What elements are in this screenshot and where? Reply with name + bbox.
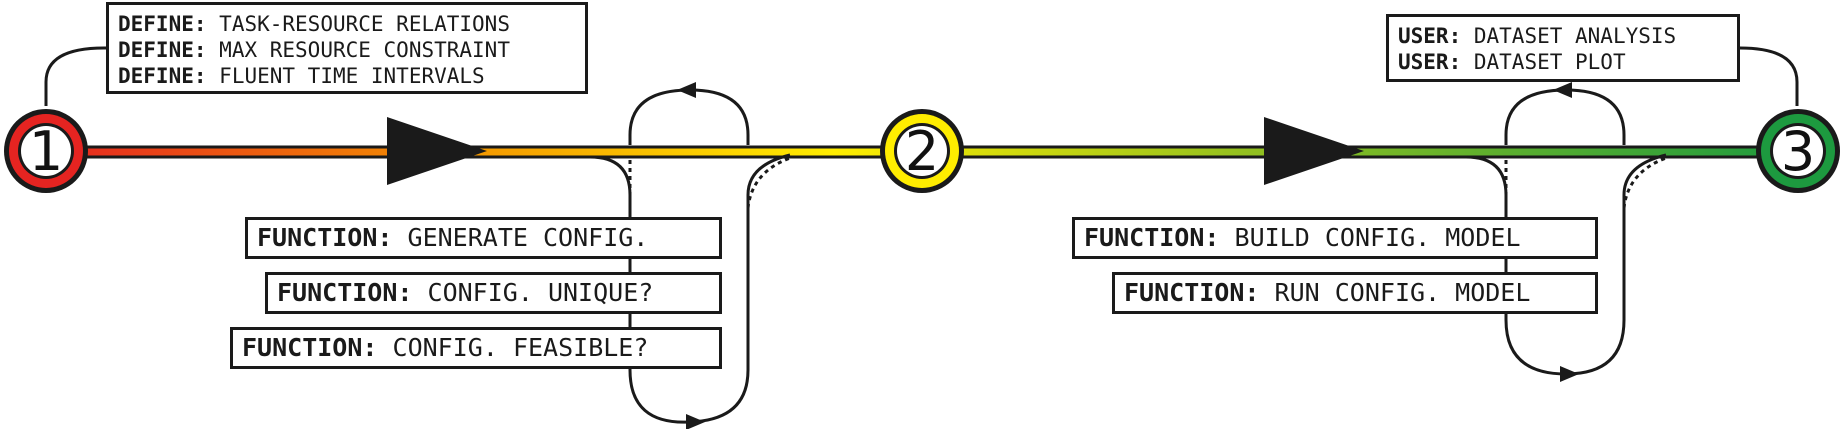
node-2-center: [897, 126, 947, 176]
define-line: DEFINE: TASK-RESOURCE RELATIONS: [118, 11, 576, 37]
loop-arrow-bottom-1: [686, 414, 705, 429]
connector-user: [1728, 46, 1799, 106]
define-text: TASK-RESOURCE RELATIONS: [219, 12, 510, 36]
user-box: USER: DATASET ANALYSIS USER: DATASET PLO…: [1386, 14, 1740, 82]
function-text: CONFIG. FEASIBLE?: [392, 333, 649, 362]
function-box: FUNCTION: CONFIG. FEASIBLE?: [230, 327, 722, 369]
function-box: FUNCTION: RUN CONFIG. MODEL: [1112, 272, 1598, 314]
user-keyword: USER:: [1398, 50, 1462, 74]
loop-arrow-top-2: [1553, 82, 1572, 98]
define-line: DEFINE: FLUENT TIME INTERVALS: [118, 63, 576, 89]
define-box: DEFINE: TASK-RESOURCE RELATIONS DEFINE: …: [106, 2, 588, 94]
function-box: FUNCTION: BUILD CONFIG. MODEL: [1072, 217, 1598, 259]
milestone-node-2: 2: [880, 109, 964, 193]
function-box: FUNCTION: GENERATE CONFIG.: [245, 217, 722, 259]
function-keyword: FUNCTION:: [277, 278, 413, 307]
user-keyword: USER:: [1398, 24, 1462, 48]
function-box: FUNCTION: CONFIG. UNIQUE?: [265, 272, 722, 314]
define-keyword: DEFINE:: [118, 64, 207, 88]
function-text: CONFIG. UNIQUE?: [427, 278, 654, 307]
direction-arrow-2: [1264, 117, 1364, 185]
node-3-label: 3: [1781, 120, 1815, 183]
milestone-node-1: 1: [4, 109, 88, 193]
loop-arrow-bottom-2: [1560, 366, 1579, 382]
function-keyword: FUNCTION:: [257, 223, 393, 252]
define-line: DEFINE: MAX RESOURCE CONSTRAINT: [118, 37, 576, 63]
loop-arrow-top-1: [677, 82, 696, 98]
node-3-center: [1773, 126, 1823, 176]
define-text: FLUENT TIME INTERVALS: [219, 64, 485, 88]
node-1-center: [21, 126, 71, 176]
user-text: DATASET PLOT: [1473, 50, 1626, 74]
user-line: USER: DATASET PLOT: [1398, 49, 1728, 75]
node-2-label: 2: [905, 120, 939, 183]
function-text: GENERATE CONFIG.: [407, 223, 649, 252]
node-1-label: 1: [29, 120, 63, 183]
connector-define: [44, 46, 112, 106]
function-text: BUILD CONFIG. MODEL: [1234, 223, 1521, 252]
define-keyword: DEFINE:: [118, 38, 207, 62]
direction-arrow-1: [387, 117, 487, 185]
define-text: MAX RESOURCE CONSTRAINT: [219, 38, 510, 62]
milestone-node-3: 3: [1756, 109, 1840, 193]
function-keyword: FUNCTION:: [242, 333, 378, 362]
user-text: DATASET ANALYSIS: [1473, 24, 1677, 48]
function-keyword: FUNCTION:: [1124, 278, 1260, 307]
user-line: USER: DATASET ANALYSIS: [1398, 23, 1728, 49]
function-keyword: FUNCTION:: [1084, 223, 1220, 252]
function-text: RUN CONFIG. MODEL: [1274, 278, 1531, 307]
define-keyword: DEFINE:: [118, 12, 207, 36]
